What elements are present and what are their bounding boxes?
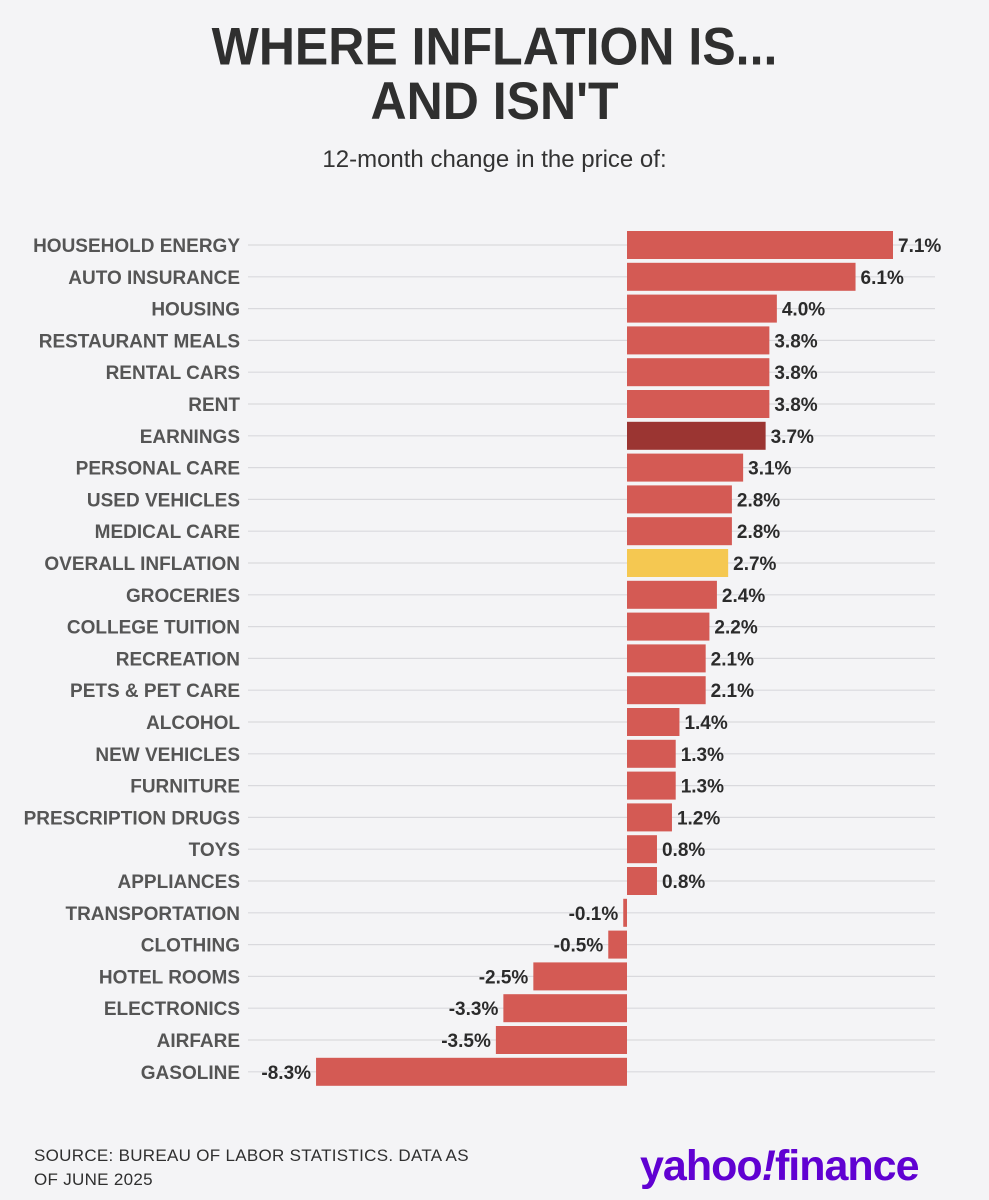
value-label: 3.8% (774, 363, 817, 384)
category-label: USED VEHICLES (87, 490, 240, 511)
bar (627, 517, 732, 546)
bar (316, 1057, 627, 1086)
bar (627, 294, 777, 323)
value-label: 2.1% (711, 649, 754, 670)
category-label: ELECTRONICS (104, 999, 240, 1020)
value-label: 4.0% (782, 300, 825, 321)
value-label: 2.4% (722, 586, 765, 607)
value-label: 2.1% (711, 681, 754, 702)
bar (495, 1026, 627, 1054)
category-label: TOYS (189, 840, 240, 861)
bar (627, 708, 680, 736)
category-label: ALCOHOL (146, 713, 240, 734)
bar (627, 453, 744, 482)
value-label: 7.1% (898, 236, 941, 257)
value-label: 0.8% (662, 840, 705, 861)
category-label: HOUSEHOLD ENERGY (33, 236, 240, 257)
category-label: HOTEL ROOMS (99, 967, 240, 988)
chart-subtitle: 12-month change in the price of: (322, 146, 667, 173)
value-label: 1.4% (684, 713, 727, 734)
category-label: PRESCRIPTION DRUGS (24, 808, 240, 829)
bar (627, 676, 706, 705)
category-label: HOUSING (151, 300, 240, 321)
value-label: 3.8% (774, 331, 817, 352)
bar (627, 421, 766, 450)
category-label: APPLIANCES (118, 872, 240, 893)
source-note: SOURCE: BUREAU OF LABOR STATISTICS. DATA… (34, 1144, 534, 1192)
bar (627, 803, 672, 832)
category-label: AIRFARE (157, 1031, 240, 1052)
source-line-2: OF JUNE 2025 (34, 1170, 153, 1189)
value-label: 0.8% (662, 872, 705, 893)
logo-finance: finance (774, 1142, 920, 1190)
category-label: TRANSPORTATION (65, 904, 240, 925)
category-label: OVERALL INFLATION (44, 554, 240, 575)
category-label: AUTO INSURANCE (68, 268, 240, 289)
value-label: 1.2% (677, 808, 720, 829)
value-label: 2.2% (714, 618, 757, 639)
category-label: RESTAURANT MEALS (39, 331, 240, 352)
bar (627, 231, 893, 259)
value-label: -3.5% (441, 1031, 491, 1052)
value-label: -0.1% (569, 904, 619, 925)
value-label: -8.3% (261, 1063, 311, 1084)
category-label: CLOTHING (141, 936, 240, 957)
bar (623, 898, 627, 927)
chart-title: WHERE INFLATION IS... AND ISN'T (0, 19, 989, 128)
bar (608, 930, 627, 959)
value-label: 3.7% (771, 427, 814, 448)
category-label: EARNINGS (140, 427, 240, 448)
category-label: PETS & PET CARE (70, 681, 240, 702)
value-label: 2.8% (737, 490, 780, 511)
bar (627, 358, 770, 387)
chart-title-line2: AND ISN'T (370, 71, 619, 131)
value-label: 6.1% (861, 268, 904, 289)
value-label: 1.3% (681, 745, 724, 766)
category-label: RENT (188, 395, 240, 416)
bar (627, 262, 856, 291)
bar (627, 644, 706, 673)
value-label: -2.5% (479, 967, 529, 988)
value-label: 2.8% (737, 522, 780, 543)
yahoo-finance-logo: yahoo!finance (640, 1140, 920, 1192)
bar (627, 549, 729, 577)
bar (627, 612, 710, 641)
chart-title-line1: WHERE INFLATION IS... (211, 17, 778, 77)
logo-exclamation: ! (761, 1142, 776, 1190)
category-label: GROCERIES (126, 586, 240, 607)
bar (627, 835, 657, 864)
category-label: GASOLINE (141, 1063, 240, 1084)
logo-yahoo: yahoo (640, 1142, 763, 1190)
category-label: MEDICAL CARE (95, 522, 240, 543)
value-label: 1.3% (681, 777, 724, 798)
category-label: FURNITURE (130, 777, 240, 798)
bar (627, 739, 676, 768)
value-label: -0.5% (554, 936, 604, 957)
category-label: COLLEGE TUITION (67, 618, 240, 639)
value-label: -3.3% (449, 999, 499, 1020)
category-label: RECREATION (116, 649, 240, 670)
category-label: RENTAL CARS (106, 363, 240, 384)
bar (533, 962, 627, 991)
value-label: 3.1% (748, 459, 791, 480)
bar (627, 485, 732, 514)
bar (627, 867, 657, 895)
value-label: 3.8% (774, 395, 817, 416)
bar (503, 994, 627, 1023)
category-label: NEW VEHICLES (95, 745, 240, 766)
bar (627, 771, 676, 800)
bar (627, 326, 770, 355)
value-label: 2.7% (733, 554, 776, 575)
bar (627, 390, 770, 418)
category-label: PERSONAL CARE (76, 459, 240, 480)
source-line-1: SOURCE: BUREAU OF LABOR STATISTICS. DATA… (34, 1146, 469, 1165)
bar (627, 580, 717, 609)
